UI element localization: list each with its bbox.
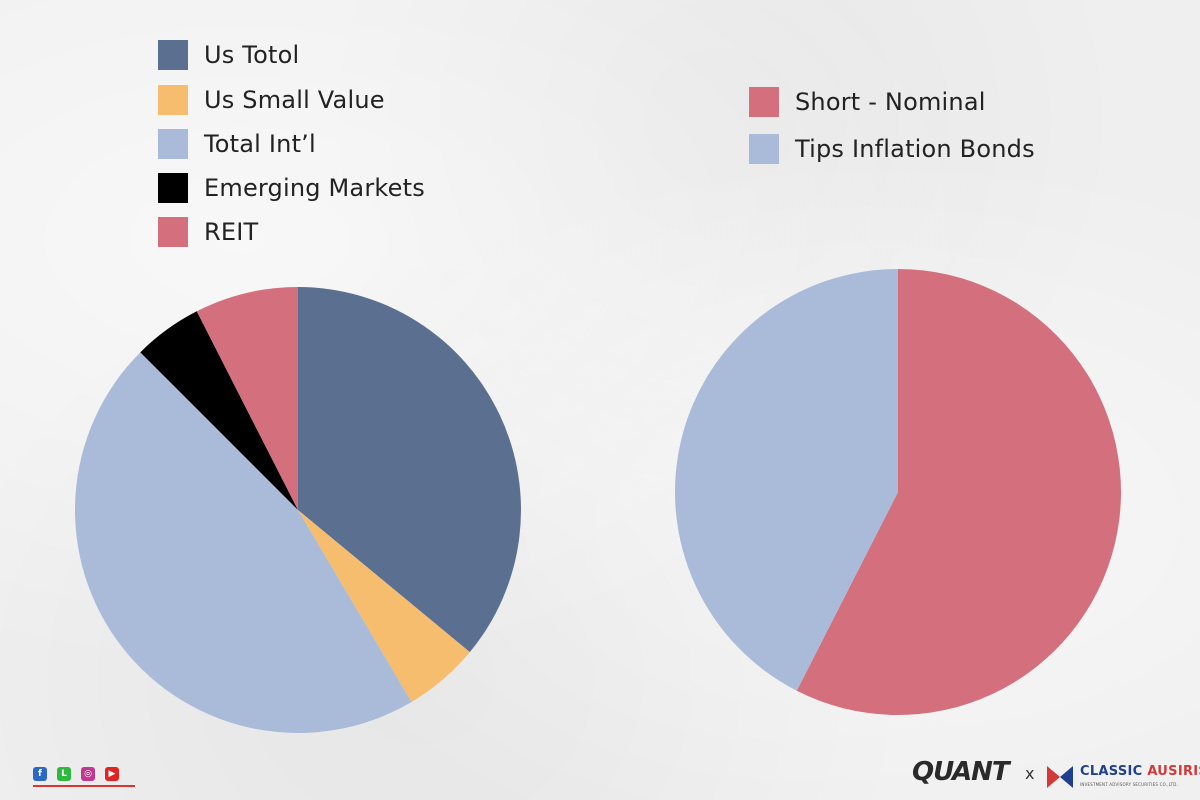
legend-item: Us Totol (158, 32, 425, 78)
line-icon[interactable]: L (57, 767, 71, 781)
legend-swatch (158, 173, 188, 203)
legend-label: REIT (204, 218, 259, 246)
pie-chart-bonds (675, 269, 1122, 716)
facebook-icon[interactable]: f (33, 767, 47, 781)
instagram-icon[interactable]: ◎ (81, 767, 95, 781)
legend-item: Total Int’l (158, 122, 425, 166)
pie-slice-emerging-markets (140, 311, 298, 510)
legend-swatch (749, 86, 779, 117)
pie-slice-reit (196, 287, 298, 510)
legend-swatch (158, 85, 188, 115)
legend-portfolio-bonds: Short - Nominal Tips Inflation Bonds (749, 78, 1035, 172)
legend-item: Short - Nominal (749, 78, 1035, 125)
pie-slice-total-int-l (74, 352, 412, 734)
pie-slice-short-nominal (796, 269, 1122, 716)
legend-label: Total Int’l (204, 130, 316, 158)
social-links: f L ◎ ▶ (33, 767, 119, 781)
legend-swatch (749, 133, 779, 164)
legend-item: Emerging Markets (158, 166, 425, 210)
legend-swatch (158, 40, 188, 70)
classic-ausiris-logo-icon (1047, 766, 1073, 788)
pie-chart-stocks (74, 287, 522, 734)
legend-item: REIT (158, 210, 425, 254)
classic-ausiris-subtitle: INVESTMENT ADVISORY SECURITIES CO.,LTD. (1080, 782, 1178, 787)
legend-swatch (158, 217, 188, 247)
brand-separator: x (1025, 764, 1035, 783)
legend-portfolio-stocks: Us Totol Us Small Value Total Int’l Emergin… (158, 32, 425, 254)
legend-label: Tips Inflation Bonds (795, 134, 1035, 163)
ausiris-word: AUSIRIS (1147, 764, 1200, 779)
pie-slice-us-totol (298, 287, 522, 653)
legend-label: Emerging Markets (204, 174, 425, 202)
quant-logo: QUANT (912, 757, 1010, 787)
youtube-icon[interactable]: ▶ (105, 767, 119, 781)
legend-swatch (158, 129, 188, 159)
pie-slice-us-small-value (298, 510, 470, 702)
classic-word: CLASSIC (1080, 764, 1143, 779)
legend-item: Us Small Value (158, 78, 425, 122)
legend-label: Us Small Value (204, 86, 385, 114)
legend-label: Us Totol (204, 41, 300, 69)
pie-slice-tips-inflation-bonds (675, 269, 898, 691)
classic-ausiris-wordmark: CLASSIC AUSIRIS (1080, 764, 1200, 779)
legend-item: Tips Inflation Bonds (749, 125, 1035, 172)
legend-label: Short - Nominal (795, 87, 986, 116)
social-underline (33, 785, 135, 787)
